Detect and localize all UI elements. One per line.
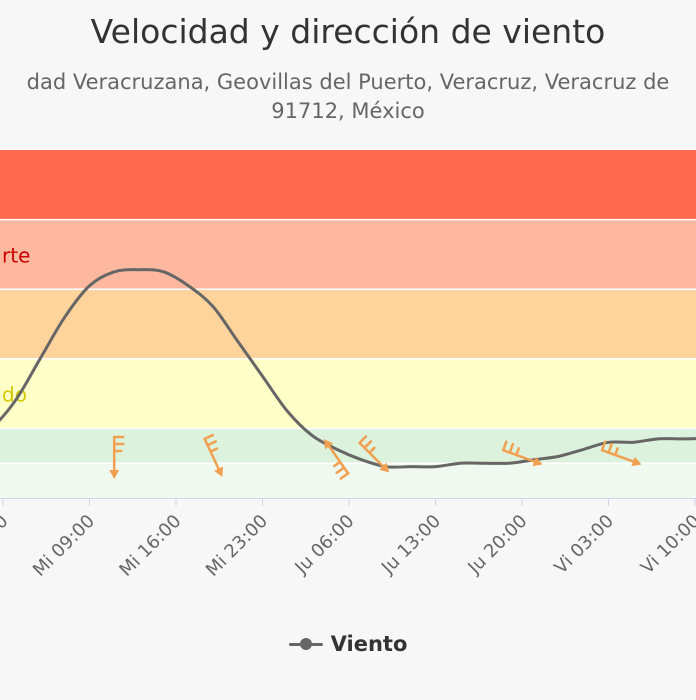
subtitle-line-1: dad Veracruzana, Geovillas del Puerto, V… [26, 70, 670, 94]
legend-label-viento: Viento [330, 632, 408, 656]
plot-band-3 [0, 358, 696, 429]
x-tick-label-8: Vi 10:00 [637, 511, 696, 579]
x-tick-label-4: Ju 06:00 [290, 511, 358, 579]
x-tick-label-0: 00 [0, 511, 13, 542]
chart-subtitle: dad Veracruzana, Geovillas del Puerto, V… [0, 68, 696, 126]
chart-title: Velocidad y dirección de viento [90, 12, 606, 51]
wind-arrow-4 [324, 438, 350, 480]
wind-direction-arrows [109, 433, 642, 480]
x-tick-label-1: Mi 09:00 [29, 511, 99, 581]
x-axis-ticks: 00 Mi 09:00 Mi 16:00 Mi 23:00 Ju 06:00 Ju 13:… [0, 498, 696, 581]
x-tick-label-2: Mi 16:00 [115, 511, 185, 581]
legend[interactable]: Viento [0, 632, 696, 656]
plot-band-4 [0, 428, 696, 464]
wind-arrow-7 [600, 440, 642, 467]
wind-arrow-3 [203, 433, 224, 477]
x-tick-label-7: Vi 03:00 [550, 511, 618, 579]
series-line-viento [0, 268, 696, 469]
wind-arrow-5 [358, 435, 390, 473]
plot-band-0 [0, 150, 696, 220]
plot-band-2 [0, 289, 696, 359]
plot-band-5 [0, 463, 696, 498]
legend-symbol-viento [288, 637, 323, 651]
x-tick-label-6: Ju 20:00 [463, 511, 531, 579]
plot-band-1 [0, 219, 696, 290]
x-tick-label-5: Ju 13:00 [377, 511, 445, 579]
x-tick-label-3: Mi 23:00 [202, 511, 272, 581]
subtitle-line-2: 91712, México [271, 99, 425, 123]
plot-band-label-1: rte [2, 243, 30, 267]
wind-arrow-2 [109, 435, 125, 479]
wind-arrow-6 [501, 440, 543, 467]
